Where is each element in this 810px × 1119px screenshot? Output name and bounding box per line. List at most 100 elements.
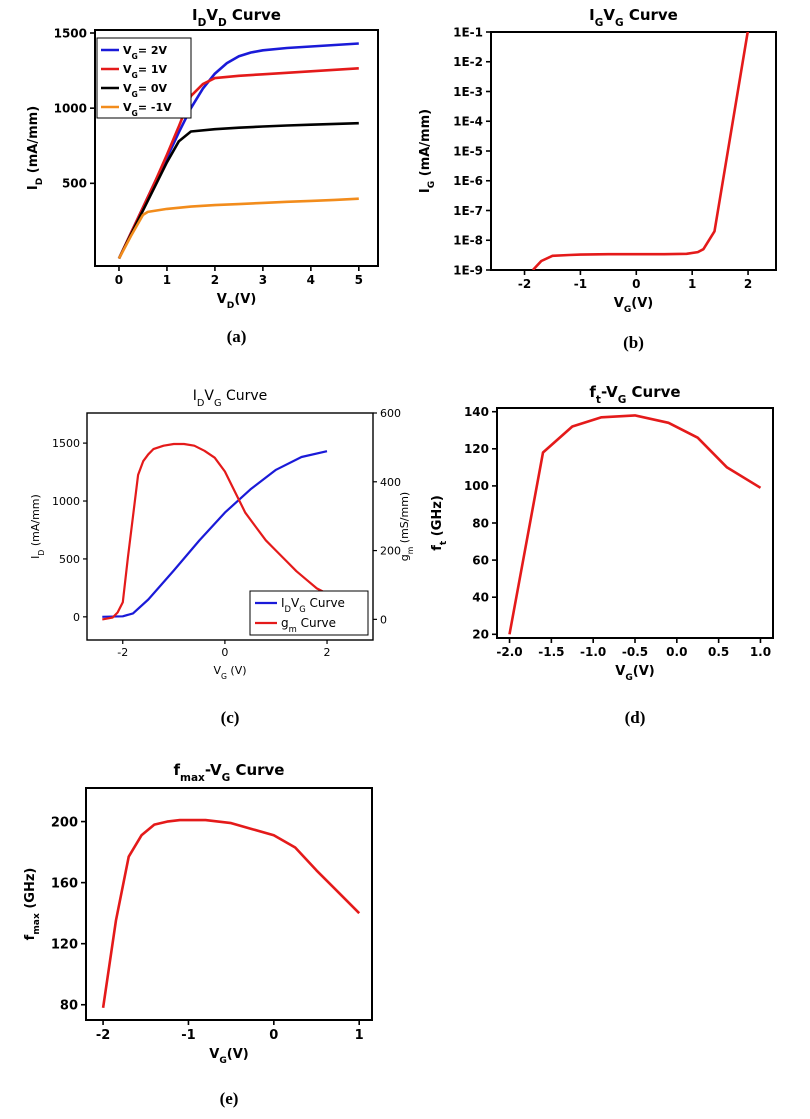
y-tick-label: 60 [472, 553, 489, 567]
plot-frame [94, 29, 379, 267]
plot-frame [86, 412, 374, 641]
y-axis-label: ft (GHz) [430, 495, 449, 551]
y-tick-label: 1500 [52, 437, 80, 450]
x-axis-label: VG(V) [615, 664, 654, 683]
y-tick-label: 1E-9 [453, 263, 483, 277]
x-tick-label: 5 [355, 273, 363, 287]
panel-caption: (b) [623, 333, 644, 352]
y-tick-label: 160 [51, 876, 78, 891]
y-tick-label: 1E-5 [453, 144, 483, 158]
x-tick-label: -0.5 [622, 645, 648, 659]
x-tick-label: -1 [181, 1028, 195, 1043]
y2-tick-label: 0 [380, 613, 387, 626]
x-axis-label: VD(V) [217, 292, 257, 311]
x-tick-label: 0 [632, 277, 640, 291]
y-tick-label: 1000 [54, 101, 87, 115]
y2-tick-label: 200 [380, 545, 401, 558]
y-axis-label: ID (mA/mm) [26, 106, 45, 190]
x-tick-label: -2 [518, 277, 531, 291]
chart-c: IDVG Curve -2 0 2 0 500 1000 1500 0 200 400 600 gm (… [29, 388, 415, 727]
y-tick-label: 1E-1 [453, 25, 483, 39]
chart-title: IDVG Curve [193, 388, 268, 409]
y-tick-label: 1000 [52, 495, 80, 508]
x-tick-label: 1 [688, 277, 696, 291]
y-tick-label: 1E-7 [453, 204, 483, 218]
y-tick-label: 200 [51, 815, 78, 830]
y-tick-label: 80 [60, 998, 78, 1013]
plot-frame [85, 787, 373, 1021]
legend-label: VG= 1V [123, 63, 168, 80]
y-axis-label: fmax (GHz) [23, 868, 42, 941]
panel-caption: (d) [625, 708, 646, 727]
series-line-1 [117, 67, 359, 260]
panel-caption: (e) [220, 1089, 239, 1108]
x-tick-label: 0 [269, 1028, 278, 1043]
legend-label: gm Curve [281, 616, 336, 634]
series-line-0 [102, 450, 328, 618]
legend: VG= 2V VG= 1V VG= 0V VG= -1V [96, 37, 192, 119]
legend-label: VG= 2V [123, 44, 168, 61]
chart-title: IDVD Curve [192, 6, 281, 29]
panel-caption: (a) [227, 327, 247, 346]
y-tick-label: 1E-8 [453, 234, 483, 248]
y-tick-label: 40 [472, 591, 489, 605]
y2-axis-label: gm (mS/mm) [398, 492, 415, 561]
x-tick-label: -1.5 [538, 645, 564, 659]
x-tick-label: -1.0 [580, 645, 606, 659]
y-axis-label: ID (mA/mm) [29, 494, 46, 559]
x-axis-label: VG(V) [209, 1047, 248, 1066]
x-tick-label: 0.5 [708, 645, 729, 659]
y-tick-label: 140 [464, 405, 489, 419]
y-axis-label: IG (mA/mm) [418, 109, 437, 193]
y-tick-label: 1E-2 [453, 55, 483, 69]
x-tick-label: 3 [259, 273, 267, 287]
chart-b: IGVG Curve -2 -1 0 1 2 1E-1 1E-2 1E-3 1E-4 1E-5 1E-… [418, 6, 777, 352]
y-tick-label: 0 [73, 611, 80, 624]
x-tick-label: 1.0 [750, 645, 771, 659]
chart-d: ft-VG Curve -2.0 -1.5 -1.0 -0.5 0.0 0.5 1.0 20 40… [430, 383, 774, 727]
x-tick-label: 2 [324, 646, 331, 659]
x-tick-label: 2 [744, 277, 752, 291]
x-tick-label: 0.0 [666, 645, 687, 659]
y-tick-label: 1E-3 [453, 85, 483, 99]
legend-label: IDVG Curve [281, 596, 345, 614]
x-tick-label: 0 [221, 646, 228, 659]
y-tick-label: 500 [59, 553, 80, 566]
chart-a: IDVD Curve 0 1 2 3 4 5 500 1000 1500 VD(V) ID (mA/m… [26, 6, 379, 346]
x-tick-label: -2.0 [496, 645, 522, 659]
y-tick-label: 100 [464, 479, 489, 493]
plot-frame [490, 31, 777, 271]
chart-title: IGVG Curve [589, 6, 678, 29]
y-tick-label: 20 [472, 628, 489, 642]
x-tick-label: 1 [355, 1028, 364, 1043]
chart-title: fmax-VG Curve [174, 761, 285, 784]
x-tick-label: -1 [574, 277, 587, 291]
y-tick-label: 80 [472, 516, 489, 530]
x-tick-label: 4 [307, 273, 315, 287]
y-tick-label: 1500 [54, 26, 87, 40]
series-line-0 [531, 32, 750, 270]
y2-tick-label: 400 [380, 476, 401, 489]
chart-e: fmax-VG Curve -2 -1 0 1 80 120 160 200 VG(V) fmax … [23, 761, 373, 1108]
y2-tick-label: 600 [380, 407, 401, 420]
series-line-2 [117, 121, 359, 260]
y-tick-label: 120 [464, 442, 489, 456]
x-axis-label: VG(V) [614, 296, 653, 315]
series-line-0 [508, 414, 762, 635]
plot-frame [496, 407, 774, 639]
y-tick-label: 500 [62, 177, 87, 191]
legend-label: VG= -1V [123, 101, 172, 118]
x-tick-label: -2 [117, 646, 128, 659]
legend-label: VG= 0V [123, 82, 168, 99]
chart-title: ft-VG Curve [589, 383, 680, 406]
x-tick-label: 1 [163, 273, 171, 287]
x-tick-label: 2 [211, 273, 219, 287]
y-tick-label: 1E-6 [453, 174, 483, 188]
y-tick-label: 120 [51, 937, 78, 952]
legend: IDVG Curve gm Curve [249, 590, 369, 636]
x-tick-label: 0 [115, 273, 123, 287]
series-line-0 [101, 818, 361, 1008]
x-axis-label: VG (V) [213, 664, 246, 681]
panel-caption: (c) [221, 708, 240, 727]
